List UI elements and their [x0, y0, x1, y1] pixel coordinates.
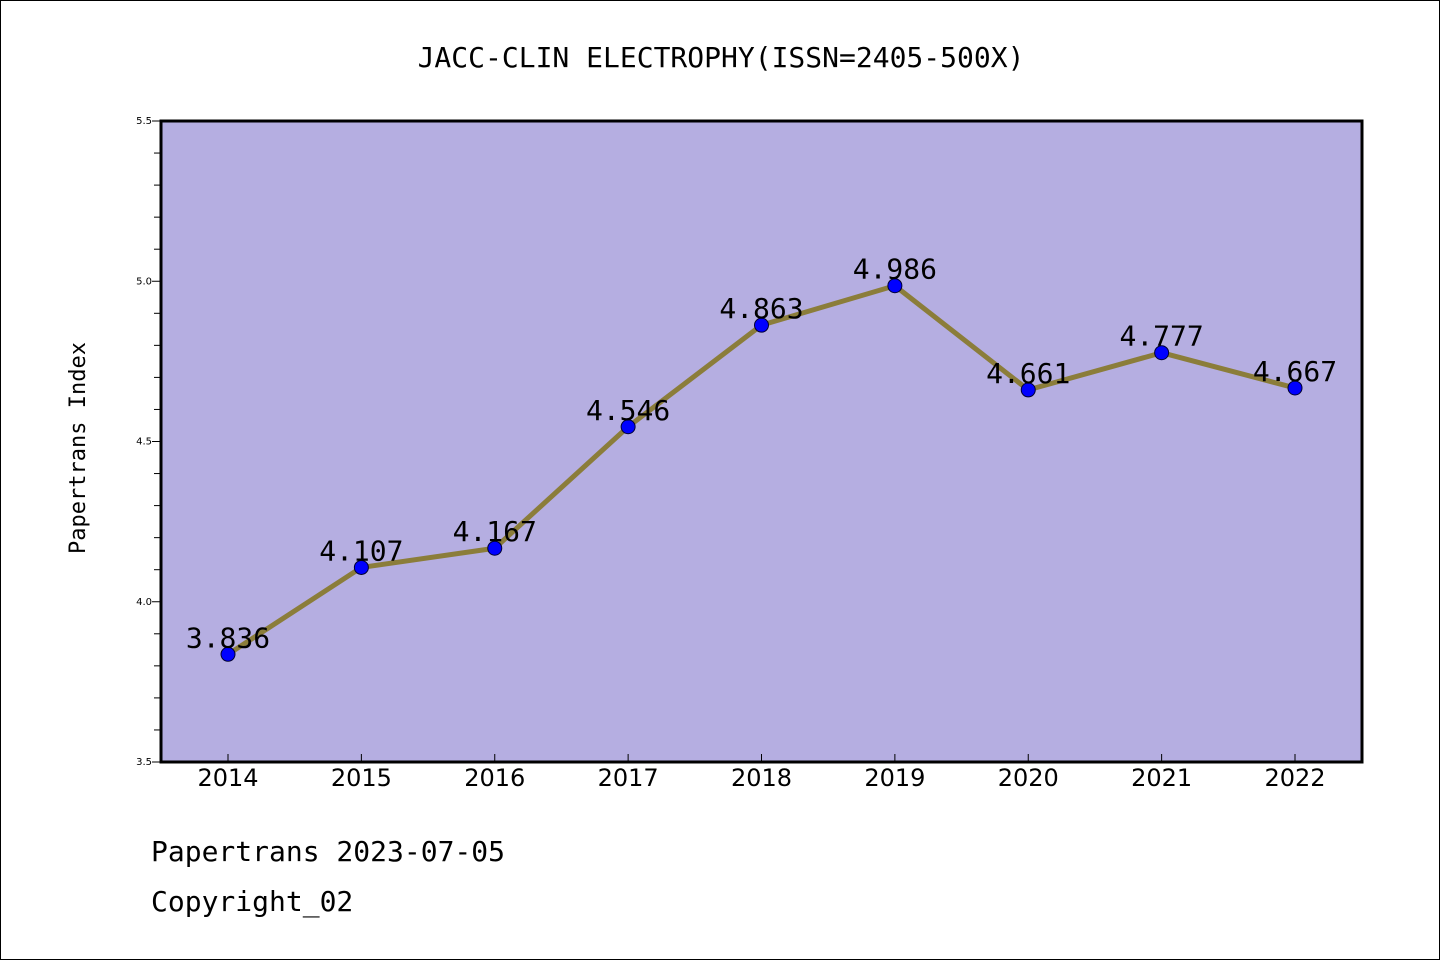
- x-tick-label: 2018: [731, 764, 792, 792]
- data-point: [220, 646, 236, 662]
- data-label: 4.986: [853, 253, 937, 286]
- data-point: [1020, 382, 1036, 398]
- data-point: [1287, 380, 1303, 396]
- y-tick-label: 4.0: [136, 597, 152, 608]
- data-point: [620, 419, 636, 435]
- data-label: 4.661: [986, 357, 1070, 390]
- x-axis-ticks: 2014 2015 2016 2017 2018 2019 2020 2021 2022: [197, 754, 1326, 792]
- data-label: 4.777: [1119, 320, 1203, 353]
- data-label: 4.167: [453, 515, 537, 548]
- data-point: [887, 278, 903, 294]
- x-tick-label: 2017: [598, 764, 659, 792]
- data-label: 4.107: [319, 534, 403, 567]
- y-axis-label: Papertrans Index: [66, 342, 91, 554]
- data-label: 4.546: [586, 394, 670, 427]
- y-tick-label: 3.5: [136, 757, 152, 768]
- data-point: [1154, 345, 1170, 361]
- data-point: [353, 559, 369, 575]
- x-tick-label: 2021: [1131, 764, 1192, 792]
- y-tick-label: 5.5: [136, 116, 152, 127]
- data-point: [754, 317, 769, 333]
- x-tick-label: 2014: [197, 764, 258, 792]
- chart-title: JACC-CLIN ELECTROPHY(ISSN=2405-500X): [418, 41, 1025, 74]
- y-axis-ticks: 3.5 4.0 4.5 5.0 5.5: [136, 116, 161, 768]
- data-label: 3.836: [186, 621, 270, 654]
- x-tick-label: 2022: [1264, 764, 1325, 792]
- data-labels: 3.836 4.107 4.167 4.546 4.863 4.986 4.661 4.777…: [186, 253, 1337, 655]
- footer-copyright-text: Copyright_02: [151, 885, 354, 918]
- data-point: [487, 540, 503, 556]
- y-tick-label: 4.5: [136, 437, 152, 448]
- plot-area: [159, 119, 1364, 764]
- series-markers: [220, 278, 1303, 662]
- x-tick-label: 2016: [464, 764, 525, 792]
- x-tick-label: 2020: [998, 764, 1059, 792]
- data-label: 4.667: [1253, 355, 1337, 388]
- y-tick-label: 5.0: [136, 276, 152, 287]
- data-label: 4.863: [719, 292, 803, 325]
- x-tick-label: 2015: [331, 764, 392, 792]
- footer-date-text: Papertrans 2023-07-05: [151, 835, 506, 868]
- x-tick-label: 2019: [864, 764, 925, 792]
